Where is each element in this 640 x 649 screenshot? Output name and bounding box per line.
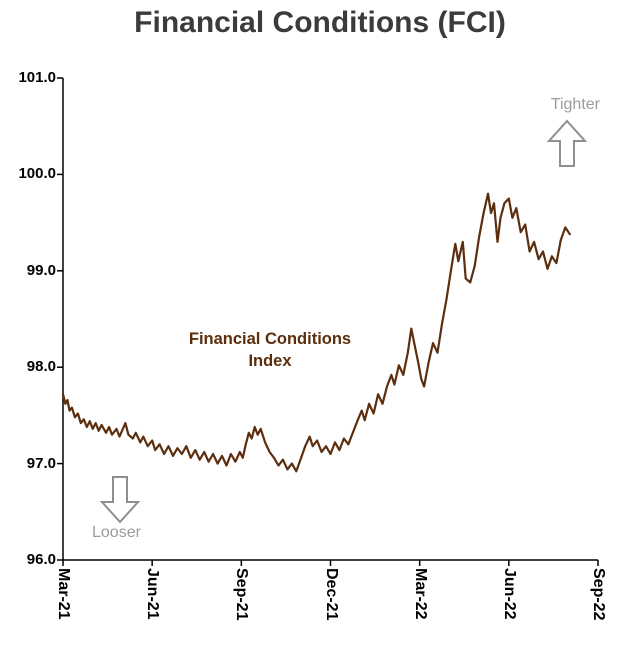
y-axis-tick-label: 97.0 [26, 454, 56, 472]
y-axis-tick-label: 96.0 [26, 551, 56, 568]
y-axis-tick-label: 100.0 [18, 165, 56, 183]
looser-down-arrow-icon [99, 476, 141, 524]
x-axis-tick-label: Dec-21 [322, 568, 340, 621]
tighter-label: Tighter [550, 96, 600, 113]
x-axis-tick-label: Jun-21 [144, 568, 162, 620]
x-axis-tick-label: Mar-21 [55, 568, 72, 620]
series-annotation: Financial Conditions Index [148, 328, 392, 372]
series-annotation-line2: Index [248, 352, 292, 370]
series-annotation-line1: Financial Conditions [188, 330, 352, 348]
axis-lines [62, 78, 598, 561]
tighter-up-arrow-icon [546, 119, 588, 167]
x-axis-tick-label: Sep-21 [233, 568, 251, 621]
fci-series-line [61, 192, 571, 473]
looser-label: Looser [92, 524, 141, 541]
x-axis-tick-label: Mar-22 [411, 568, 429, 620]
y-axis-tick-label: 101.0 [18, 69, 56, 86]
y-axis-tick-label: 99.0 [26, 261, 56, 279]
chart-title: Financial Conditions (FCI) [134, 6, 506, 39]
y-axis-tick-label: 98.0 [26, 358, 56, 376]
x-axis-tick-label: Sep-22 [590, 568, 607, 621]
x-axis-tick-label: Jun-22 [500, 568, 518, 620]
